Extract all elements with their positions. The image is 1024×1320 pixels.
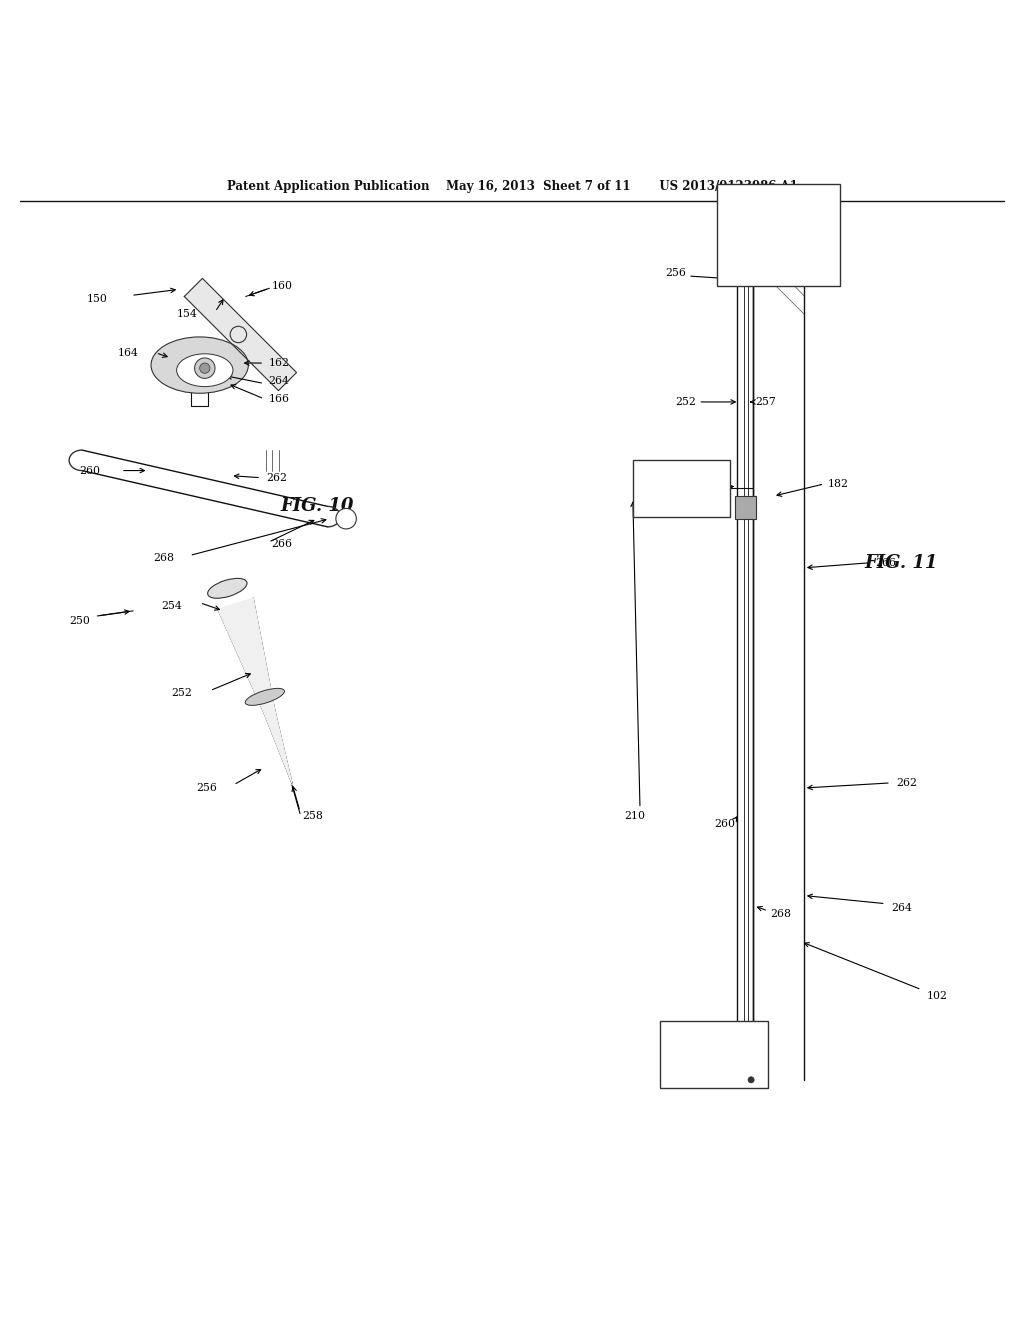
Text: TISSUE: TISSUE xyxy=(695,1040,733,1049)
Text: 264: 264 xyxy=(268,376,289,387)
FancyBboxPatch shape xyxy=(717,183,840,286)
Text: 210: 210 xyxy=(624,810,645,821)
Text: STOP: STOP xyxy=(668,475,695,484)
Text: 266: 266 xyxy=(271,540,293,549)
Text: 166: 166 xyxy=(268,393,290,404)
Text: 256: 256 xyxy=(197,783,217,793)
Text: 190A: 190A xyxy=(701,1078,727,1088)
Text: 258: 258 xyxy=(811,257,831,268)
Text: 260: 260 xyxy=(714,818,735,829)
Text: PRESSURE: PRESSURE xyxy=(748,272,809,281)
Text: 182: 182 xyxy=(827,479,849,488)
Text: 268: 268 xyxy=(770,909,792,919)
Text: 102: 102 xyxy=(927,991,948,1001)
Text: 160: 160 xyxy=(271,281,293,292)
Text: 254: 254 xyxy=(162,601,182,611)
Text: 162: 162 xyxy=(268,358,290,368)
Text: 154: 154 xyxy=(177,309,198,319)
Text: FIG. 11: FIG. 11 xyxy=(864,553,938,572)
Bar xyxy=(735,496,756,519)
Text: 257: 257 xyxy=(756,397,776,407)
FancyBboxPatch shape xyxy=(660,1022,768,1088)
Polygon shape xyxy=(218,598,292,783)
Circle shape xyxy=(336,508,356,529)
Text: 164: 164 xyxy=(118,347,138,358)
Ellipse shape xyxy=(152,337,248,393)
Circle shape xyxy=(200,363,210,374)
Text: FIG. 10: FIG. 10 xyxy=(281,498,354,515)
Text: 268: 268 xyxy=(153,553,174,562)
FancyBboxPatch shape xyxy=(633,461,730,516)
Text: 250: 250 xyxy=(70,616,90,626)
Ellipse shape xyxy=(245,688,285,705)
Text: SOURCE: SOURCE xyxy=(755,209,802,216)
Circle shape xyxy=(748,1077,754,1082)
Text: 252: 252 xyxy=(676,397,696,407)
Text: 260: 260 xyxy=(79,466,100,475)
Circle shape xyxy=(195,358,215,379)
Text: NEGATIVE: NEGATIVE xyxy=(749,251,808,260)
Text: 266: 266 xyxy=(876,558,897,568)
Text: 258: 258 xyxy=(302,810,323,821)
Text: 252: 252 xyxy=(172,688,193,698)
Ellipse shape xyxy=(177,354,233,387)
Text: 256: 256 xyxy=(666,268,686,279)
Text: Patent Application Publication    May 16, 2013  Sheet 7 of 11       US 2013/0123: Patent Application Publication May 16, 2… xyxy=(226,181,798,194)
Text: 150: 150 xyxy=(87,293,108,304)
Text: 264: 264 xyxy=(891,903,911,913)
Text: EXPLANT: EXPLANT xyxy=(690,1060,738,1069)
Text: 262: 262 xyxy=(896,777,918,788)
Text: 262: 262 xyxy=(266,473,288,483)
Polygon shape xyxy=(184,279,297,391)
Ellipse shape xyxy=(208,578,247,598)
Text: DEVICE: DEVICE xyxy=(662,495,701,504)
Text: OF: OF xyxy=(770,231,786,239)
Text: 254: 254 xyxy=(676,486,696,496)
